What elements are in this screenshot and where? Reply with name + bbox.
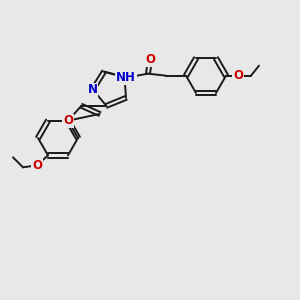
Text: O: O xyxy=(32,159,42,172)
Text: O: O xyxy=(63,114,73,127)
Text: S: S xyxy=(120,70,129,83)
Text: O: O xyxy=(233,69,243,82)
Text: NH: NH xyxy=(116,71,136,84)
Text: N: N xyxy=(88,83,98,96)
Text: O: O xyxy=(145,53,155,66)
